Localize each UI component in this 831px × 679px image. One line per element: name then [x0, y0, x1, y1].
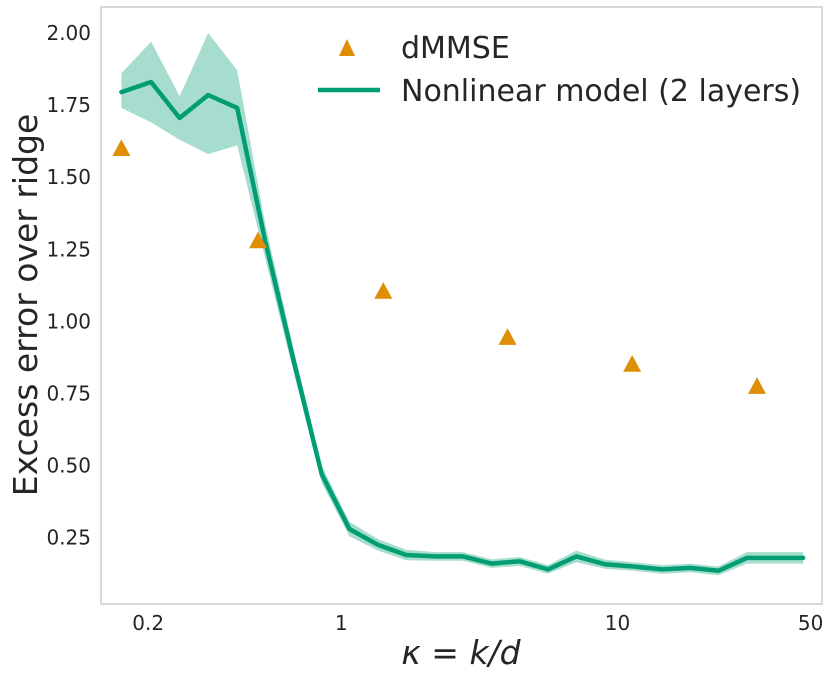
x-tick-label: 50: [798, 611, 823, 635]
confidence-band-layer: [121, 33, 804, 576]
legend-dmmse-label: dMMSE: [401, 31, 510, 66]
marker-layer: [112, 139, 767, 394]
y-tick-label: 0.25: [46, 526, 91, 550]
legend-dmmse-marker: [339, 39, 355, 56]
dmmse-point: [112, 139, 131, 156]
y-tick-label: 0.75: [46, 382, 91, 406]
x-axis-title: κ = k/d: [401, 633, 521, 672]
nonlinear-line: [119, 79, 806, 574]
y-tick-label: 1.50: [46, 165, 91, 189]
x-tick-label: 1: [335, 611, 348, 635]
dmmse-point: [623, 355, 642, 372]
y-tick-label: 1.75: [46, 93, 91, 117]
y-tick-label: 1.25: [46, 237, 91, 261]
dmmse-point: [249, 231, 268, 249]
y-tick-label: 1.00: [46, 309, 91, 333]
dmmse-point: [498, 328, 517, 345]
y-tick-label: 0.50: [46, 454, 91, 478]
x-tick-label: 0.2: [132, 611, 164, 635]
y-tick-labels: 0.25 0.50 0.75 1.00 1.25 1.50 1.75 2.00: [46, 21, 91, 550]
x-tick-labels: 0.2 1 10 50: [132, 611, 823, 635]
legend: dMMSE Nonlinear model (2 layers): [318, 31, 801, 109]
dmmse-point: [748, 377, 767, 394]
nonlinear-confidence-band: [121, 33, 804, 576]
y-axis-title: Excess error over ridge: [6, 114, 45, 497]
y-tick-label: 2.00: [46, 21, 91, 45]
x-tick-label: 10: [605, 611, 630, 635]
legend-nonlinear-label: Nonlinear model (2 layers): [401, 74, 801, 109]
line-layer: [119, 79, 806, 574]
plot-frame: [100, 6, 823, 605]
dmmse-point: [374, 282, 393, 299]
